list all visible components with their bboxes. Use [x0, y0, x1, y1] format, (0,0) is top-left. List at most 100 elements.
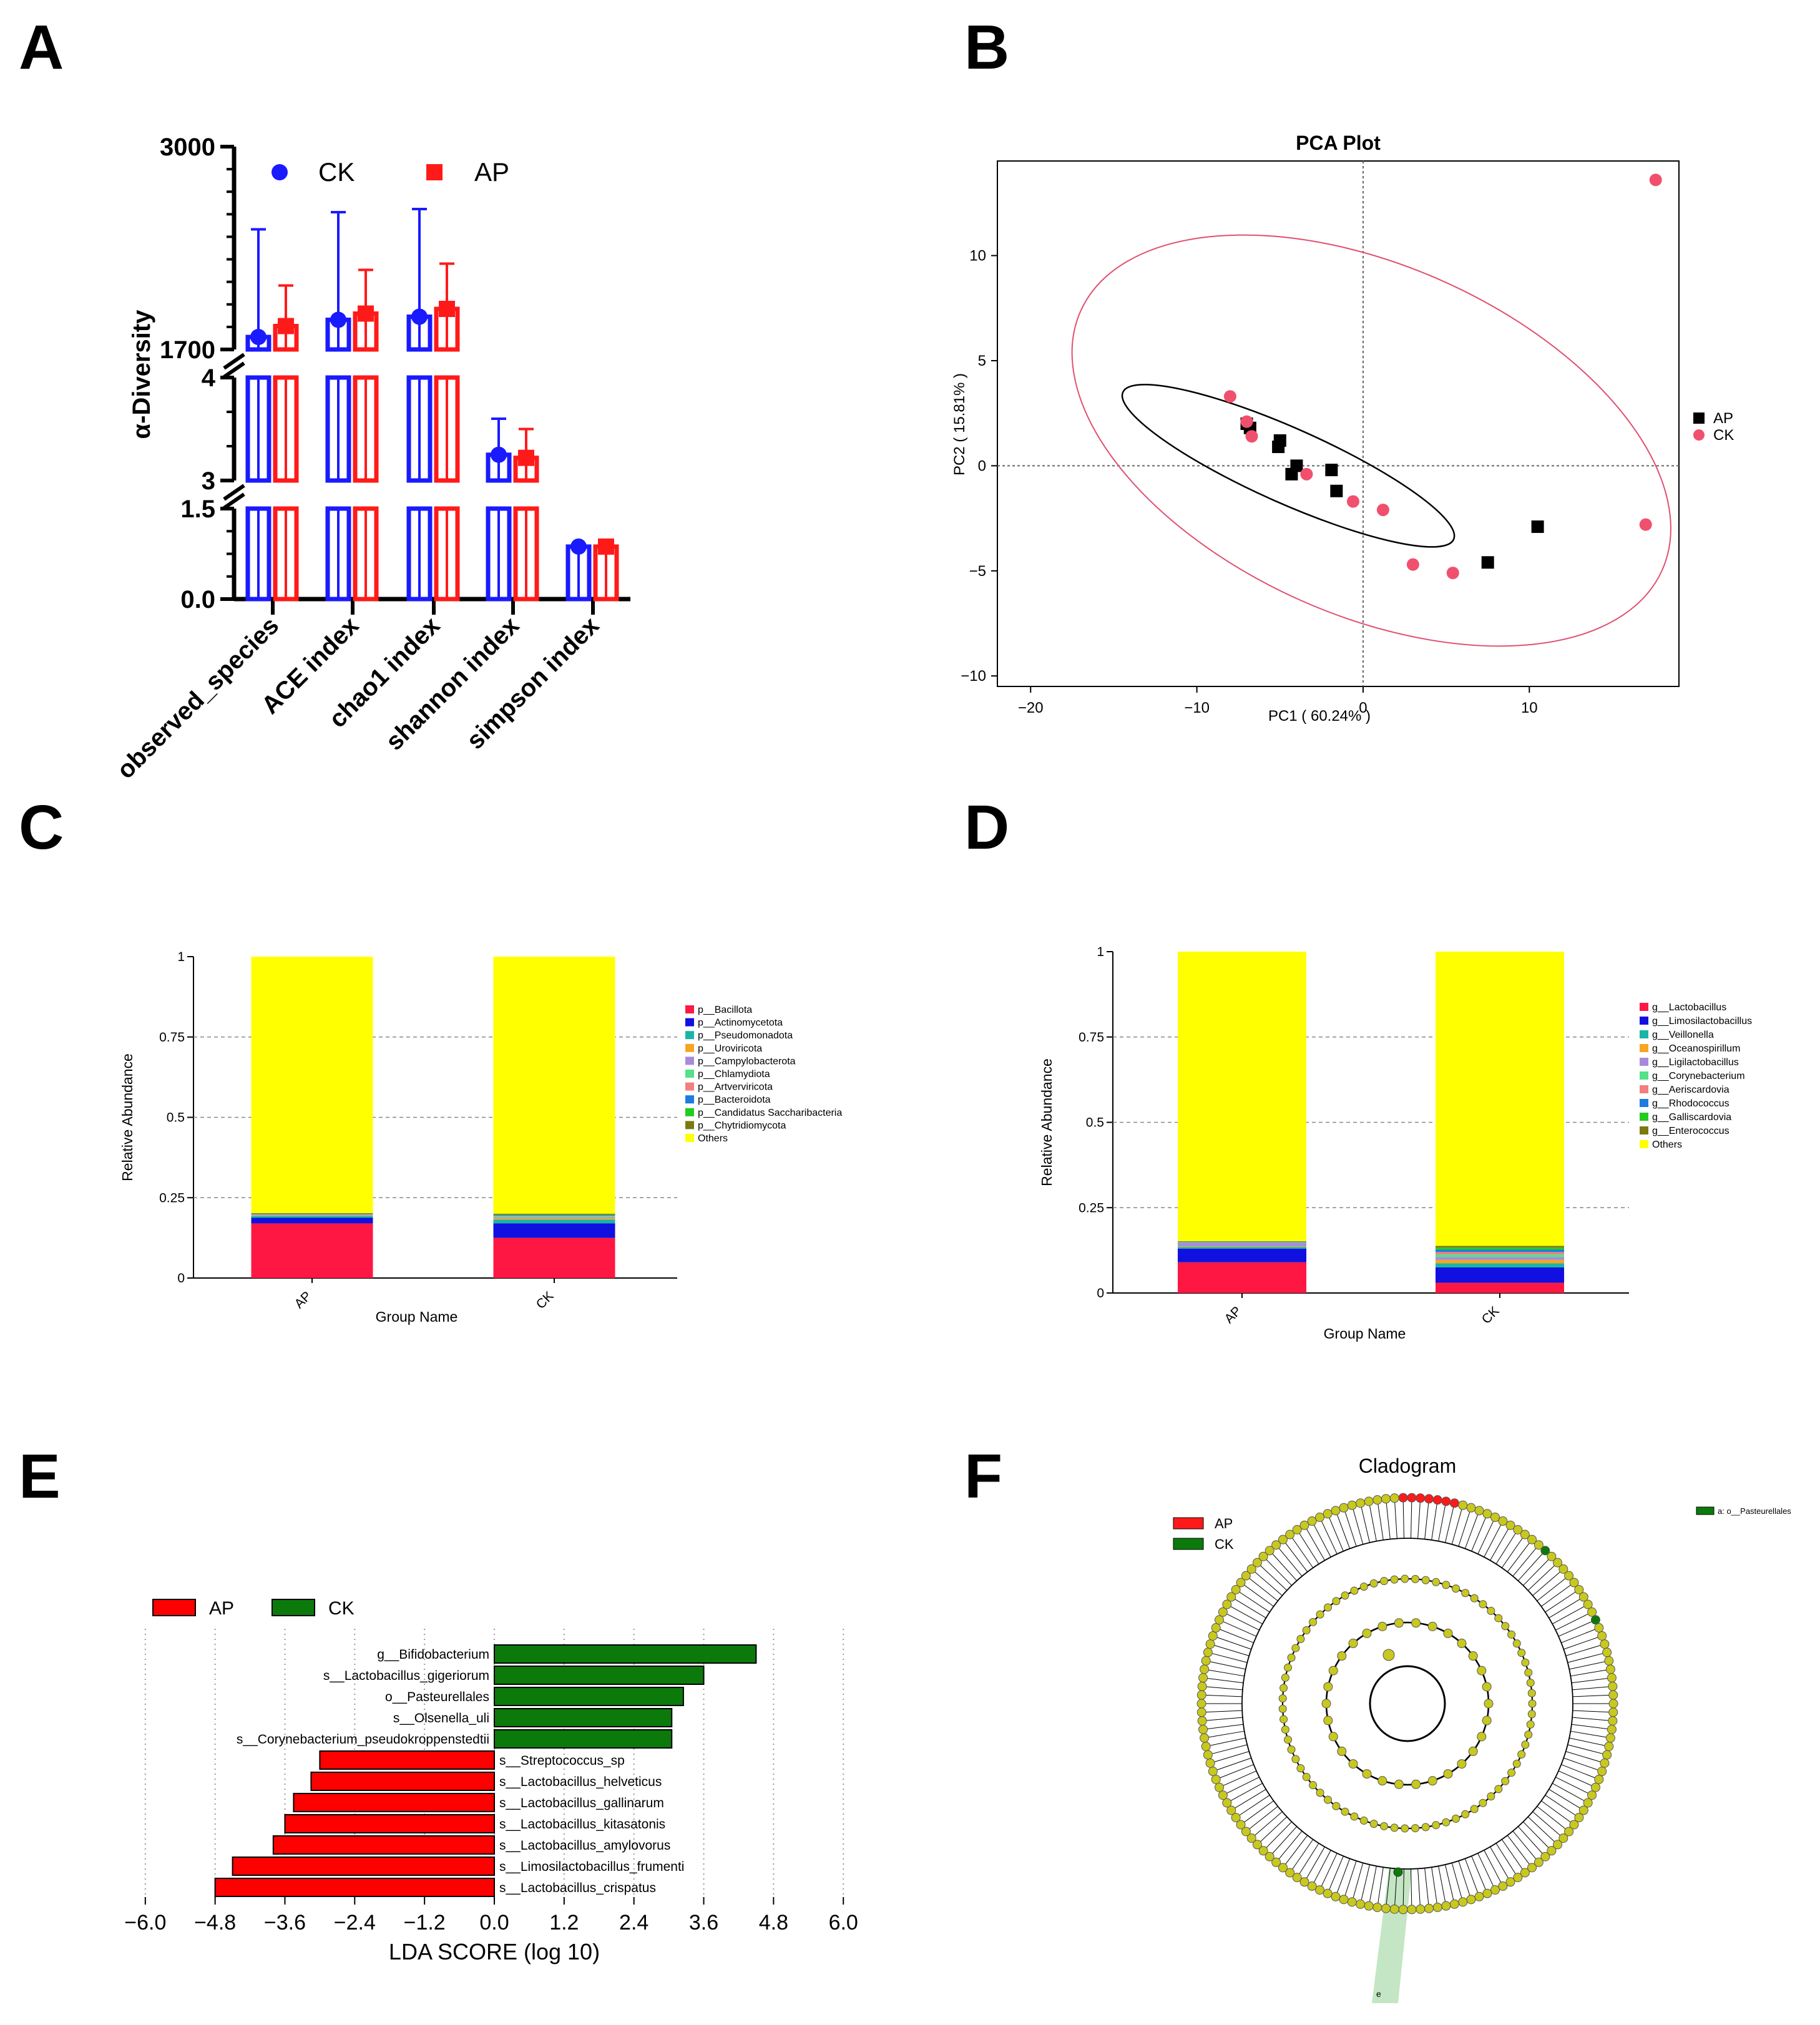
- tree-root-node: [1382, 1649, 1395, 1661]
- tree-inner-node: [1302, 1626, 1311, 1634]
- tree-branch: [1417, 1868, 1421, 1910]
- panel-label-c: C: [19, 793, 64, 862]
- tree-leaf-node: [1604, 1742, 1614, 1752]
- tree-branch: [1377, 1867, 1384, 1908]
- legend-label: p__Chlamydiota: [698, 1069, 770, 1080]
- legend-swatch: [685, 1056, 694, 1065]
- tree-inner-node: [1521, 1658, 1530, 1667]
- legend-label: g__Lactobacillus: [1652, 1002, 1726, 1013]
- tree-inner-node: [1494, 1785, 1503, 1793]
- stack-segment: [1178, 1241, 1306, 1242]
- tree-branch: [1567, 1744, 1607, 1755]
- tree-branch: [1246, 1575, 1278, 1601]
- tree-leaf-node: [1432, 1902, 1442, 1912]
- tree-branch: [1368, 1866, 1377, 1906]
- tree-leaf-node: [1292, 1525, 1302, 1535]
- stack-segment: [1436, 1267, 1564, 1283]
- legend-label: p__Chytridiomycota: [698, 1120, 786, 1131]
- tree-leaf-node: [1347, 1500, 1357, 1510]
- lda-bar-ap: [232, 1857, 495, 1876]
- tree-inner-node: [1291, 1644, 1300, 1652]
- tree-leaf-node: [1466, 1503, 1476, 1513]
- tree-branch: [1208, 1744, 1248, 1755]
- tree-leaf-node: [1211, 1774, 1221, 1784]
- legend-swatch: [685, 1031, 694, 1040]
- panel-label-f: F: [964, 1442, 1002, 1511]
- clade-label: e: [1376, 1989, 1381, 1999]
- stack-segment: [1436, 1252, 1564, 1255]
- tree-branch: [1471, 1513, 1488, 1551]
- tree-leaf-node: [1449, 1899, 1459, 1909]
- tree-branch: [1351, 1863, 1364, 1902]
- tree-branch: [1527, 1562, 1558, 1591]
- tree-branch: [1490, 1847, 1511, 1883]
- legend-label: p__Campylobacterota: [698, 1056, 796, 1066]
- y-tick-label: 4: [202, 364, 216, 392]
- tree-leaf-node: [1218, 1607, 1228, 1617]
- mean-marker-ck: [330, 311, 346, 328]
- x-tick-label: 10: [1521, 700, 1538, 716]
- tree-leaf-node: [1215, 1782, 1225, 1792]
- tree-branch: [1563, 1757, 1602, 1772]
- tree-leaf-node: [1527, 1863, 1537, 1873]
- tree-inner-node: [1432, 1578, 1441, 1586]
- tree-leaf-node: [1241, 1571, 1251, 1581]
- tree-branch: [1240, 1582, 1274, 1607]
- tree-branch: [1283, 1835, 1308, 1868]
- tree-inner-node: [1284, 1663, 1293, 1672]
- tree-inner-node: [1390, 1823, 1399, 1832]
- y-tick-label: −10: [961, 668, 986, 685]
- stack-segment: [1178, 952, 1306, 1241]
- tree-inner-node: [1309, 1618, 1318, 1626]
- stack-segment: [251, 1217, 373, 1224]
- stack-segment: [1178, 1241, 1306, 1242]
- y-axis-label: Relative Abundance: [119, 1053, 135, 1181]
- mean-marker-ck: [491, 446, 507, 463]
- tree-inner-node: [1316, 1788, 1324, 1797]
- tree-inner-node: [1279, 1715, 1288, 1724]
- tree-branch: [1501, 1534, 1525, 1568]
- tree-branch: [1206, 1660, 1246, 1670]
- stack-segment: [1178, 1246, 1306, 1247]
- tree-inner-node: [1281, 1673, 1289, 1682]
- tree-leaf-node: [1407, 1493, 1417, 1503]
- x-tick-label: −20: [1018, 700, 1044, 716]
- tree-inner-node: [1296, 1634, 1305, 1643]
- tree-inner-node: [1524, 1668, 1533, 1677]
- tree-branch: [1523, 1821, 1552, 1852]
- x-tick-label: CK: [1479, 1304, 1502, 1327]
- x-tick-label: CK: [534, 1289, 557, 1312]
- tree-leaf-node: [1608, 1707, 1618, 1717]
- tree-leaf-node: [1564, 1827, 1574, 1837]
- tree-branch: [1251, 1811, 1283, 1839]
- tree-leaf-node: [1608, 1681, 1618, 1691]
- tree-branch: [1201, 1694, 1243, 1697]
- tree-leaf-node: [1520, 1530, 1530, 1539]
- tree-branch: [1235, 1795, 1270, 1818]
- tree-inner-node: [1337, 1651, 1347, 1661]
- tree-inner-node: [1279, 1684, 1288, 1692]
- tree-leaf-node: [1583, 1798, 1593, 1808]
- tree-leaf-node: [1607, 1673, 1617, 1683]
- tree-leaf-node: [1201, 1742, 1211, 1752]
- tree-leaf-node: [1200, 1733, 1210, 1743]
- tree-leaf-node: [1605, 1664, 1615, 1674]
- stack-segment: [251, 1216, 373, 1218]
- tree-inner-node: [1362, 1628, 1372, 1638]
- tree-leaf-node: [1590, 1615, 1600, 1625]
- tree-leaf-node: [1196, 1707, 1206, 1717]
- legend-swatch: [1640, 1113, 1648, 1121]
- tree-inner-node: [1443, 1628, 1453, 1638]
- tree-branch: [1572, 1694, 1613, 1697]
- tree-branch: [1438, 1501, 1447, 1541]
- stack-segment: [493, 1217, 615, 1219]
- legend-ck-label: CK: [1713, 427, 1734, 444]
- lda-bar-label: s__Lactobacillus_crispatus: [499, 1881, 656, 1895]
- tree-leaf-node: [1608, 1690, 1618, 1700]
- tree-inner-node: [1482, 1715, 1492, 1725]
- tree-inner-node: [1278, 1694, 1287, 1703]
- tree-leaf-node: [1597, 1767, 1607, 1777]
- tree-branch: [1311, 1850, 1331, 1886]
- y-tick-label: 0.5: [167, 1111, 185, 1125]
- tree-inner-node: [1291, 1755, 1300, 1764]
